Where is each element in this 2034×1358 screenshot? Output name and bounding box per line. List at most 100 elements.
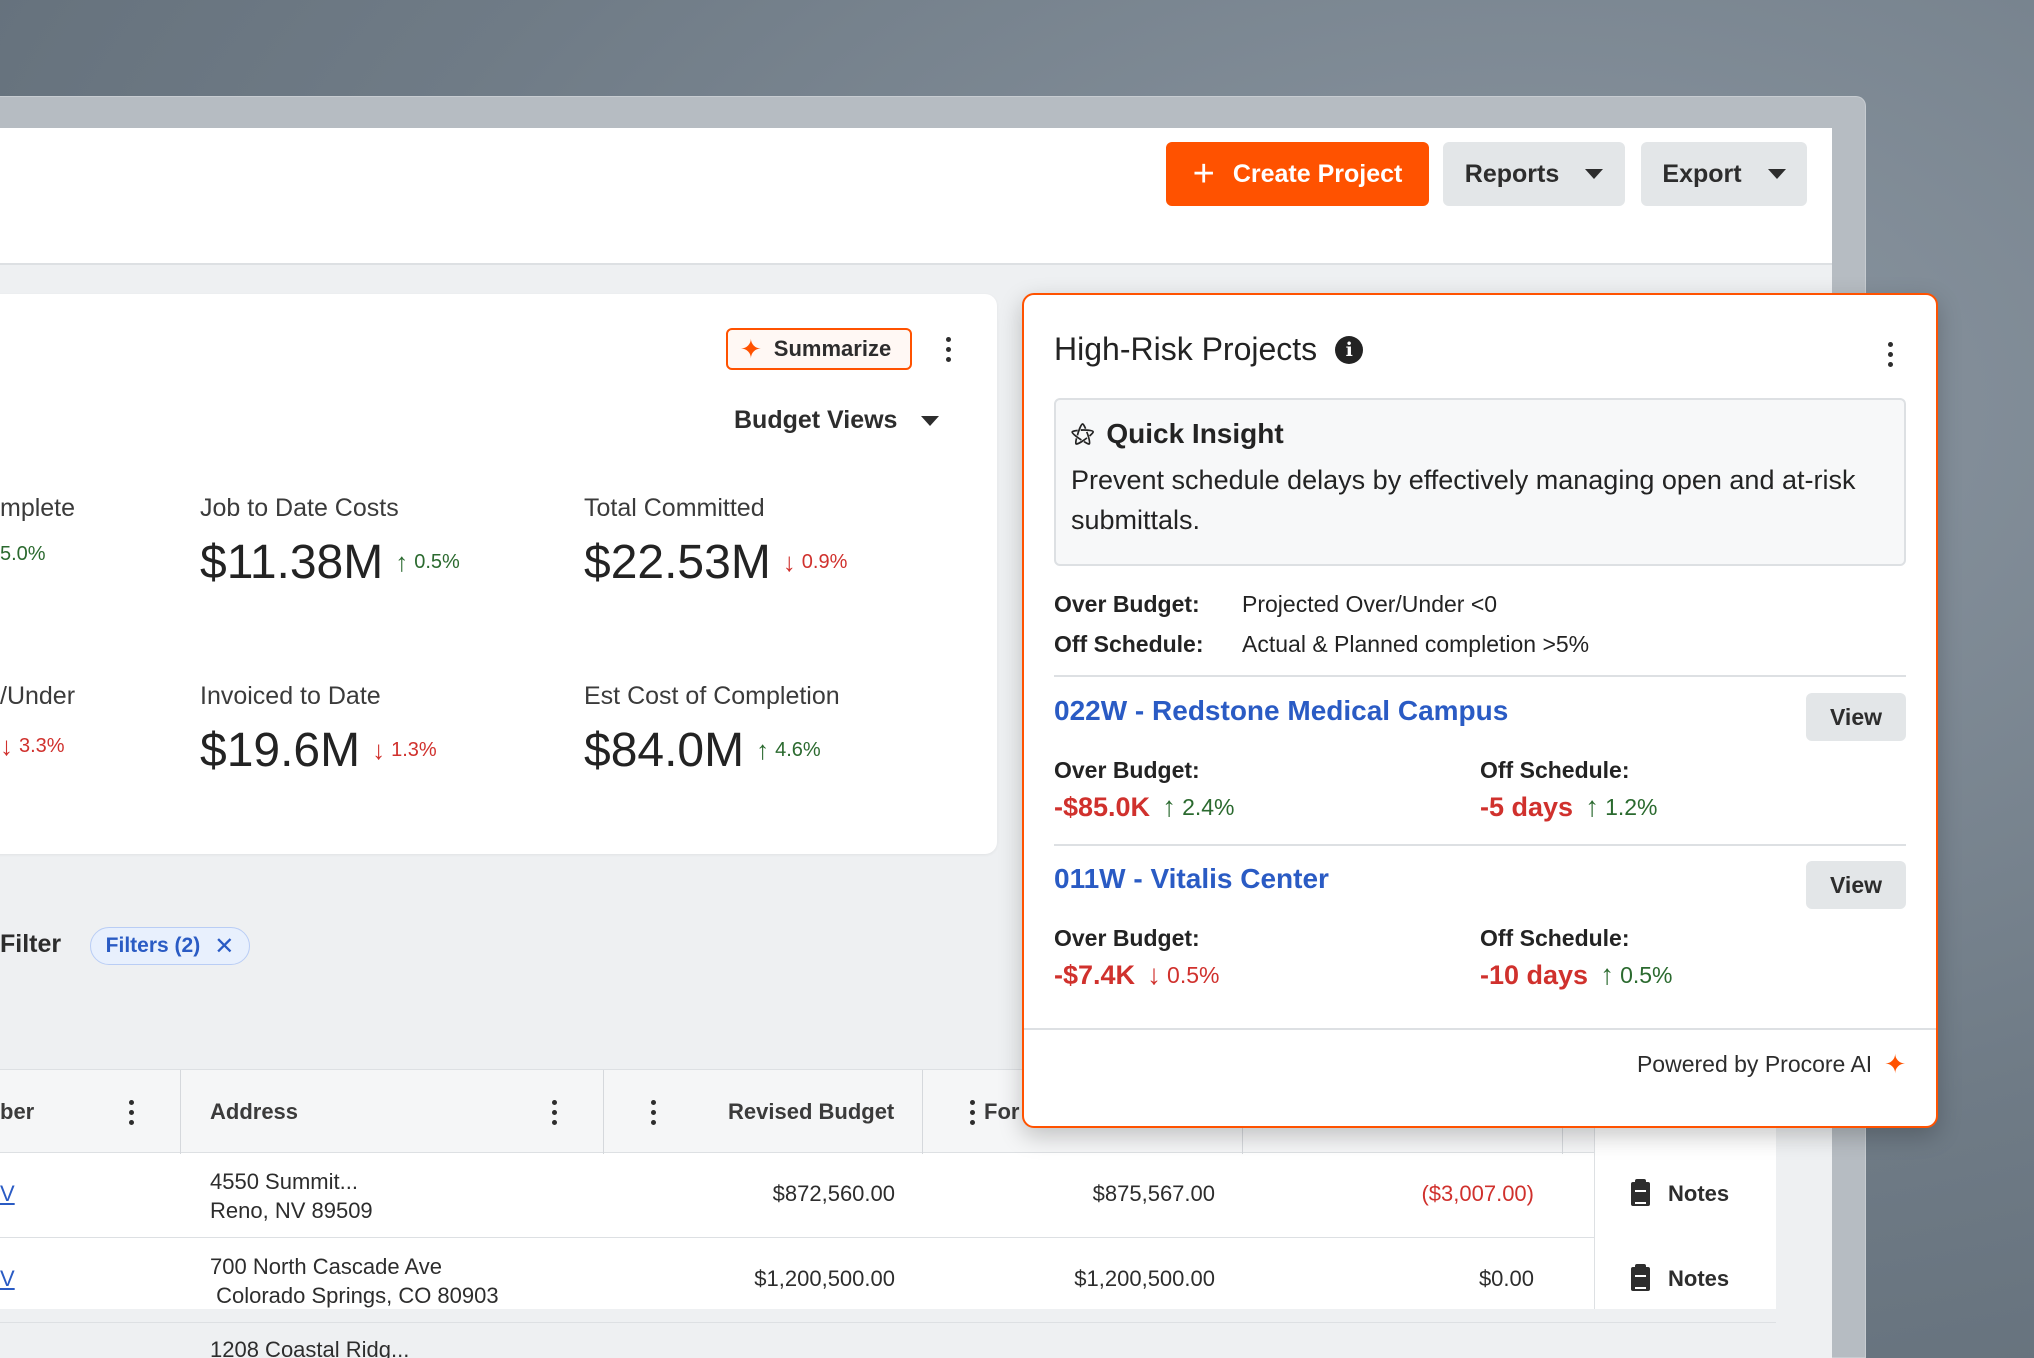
over-budget-stat: -$85.0K ↑ 2.4% bbox=[1054, 791, 1235, 822]
table-row[interactable]: V 700 North Cascade Ave Colorado Springs… bbox=[0, 1238, 1776, 1323]
reports-label: Reports bbox=[1464, 159, 1560, 188]
powered-by-label: Powered by Procore AI ✦ bbox=[1636, 1049, 1906, 1079]
metric-delta: ↑ 4.6% bbox=[756, 735, 821, 765]
metric-value: $19.6M bbox=[200, 724, 361, 777]
metric-label: /Under bbox=[0, 682, 76, 710]
footer-divider bbox=[1024, 1028, 1936, 1030]
off-schedule-label: Off Schedule: bbox=[1480, 757, 1630, 783]
plus-icon: + bbox=[1192, 153, 1215, 195]
project-number-link[interactable]: V bbox=[0, 1266, 15, 1291]
address-cell: 1208 Coastal Ridg... bbox=[210, 1337, 410, 1358]
budget-metrics-card: ✦ Summarize Budget Views mplete 5.0% Job… bbox=[0, 294, 997, 854]
summarize-button[interactable]: ✦ Summarize bbox=[726, 328, 912, 370]
column-header-forecast[interactable]: For bbox=[984, 1099, 1020, 1124]
metric-label: Job to Date Costs bbox=[200, 494, 399, 522]
caret-down-icon bbox=[1585, 169, 1604, 179]
metric-label: Total Committed bbox=[584, 494, 765, 522]
metric-label: Invoiced to Date bbox=[200, 682, 381, 710]
metric-delta: ↓ 3.3% bbox=[0, 731, 65, 761]
divider bbox=[1054, 844, 1906, 846]
create-project-button[interactable]: + Create Project bbox=[1166, 142, 1429, 206]
quick-insight-title: ⚝ Quick Insight bbox=[1071, 418, 1284, 449]
sparkle-icon: ✦ bbox=[740, 334, 762, 364]
metric-label: Est Cost of Completion bbox=[584, 682, 840, 710]
over-budget-label: Over Budget: bbox=[1054, 925, 1200, 951]
criteria-off-schedule: Off Schedule: Actual & Planned completio… bbox=[1054, 631, 1590, 657]
summarize-label: Summarize bbox=[773, 336, 892, 361]
metric-value: $22.53M bbox=[584, 536, 771, 589]
column-menu-kebab-icon[interactable] bbox=[121, 1095, 141, 1129]
project-link-redstone[interactable]: 022W - Redstone Medical Campus bbox=[1054, 695, 1509, 726]
column-header-address[interactable]: Address bbox=[210, 1099, 299, 1124]
magic-wand-icon: ⚝ bbox=[1071, 420, 1095, 447]
project-number-link[interactable]: V bbox=[0, 1181, 15, 1206]
revised-budget-cell: $872,560.00 bbox=[772, 1181, 895, 1206]
panel-menu-kebab-icon[interactable] bbox=[1880, 337, 1900, 371]
info-icon[interactable]: i bbox=[1335, 335, 1364, 364]
table-row[interactable]: V 4550 Summit... Reno, NV 89509 $872,560… bbox=[0, 1153, 1776, 1238]
metric-invoiced-to-date: Invoiced to Date $19.6M ↓ 1.3% bbox=[200, 682, 437, 778]
clipboard-icon bbox=[1631, 1179, 1650, 1206]
export-label: Export bbox=[1662, 159, 1742, 188]
close-icon[interactable]: ✕ bbox=[214, 932, 235, 960]
arrow-up-icon: ↑ bbox=[1585, 791, 1600, 822]
table-row[interactable]: 1208 Coastal Ridg... bbox=[0, 1323, 1776, 1358]
metric-total-committed: Total Committed $22.53M ↓ 0.9% bbox=[584, 494, 847, 590]
metric-value: $84.0M bbox=[584, 724, 745, 777]
filters-chip-label: Filters (2) bbox=[105, 934, 201, 957]
forecast-cell: $875,567.00 bbox=[1092, 1181, 1215, 1206]
metric-value: $11.38M bbox=[200, 536, 384, 589]
view-project-button[interactable]: View bbox=[1806, 861, 1906, 909]
revised-budget-cell: $1,200,500.00 bbox=[754, 1266, 895, 1291]
divider bbox=[1054, 675, 1906, 677]
top-toolbar: + Create Project Reports Export bbox=[0, 128, 1832, 265]
variance-cell: $0.00 bbox=[1478, 1266, 1534, 1291]
column-header-revised-budget[interactable]: Revised Budget bbox=[728, 1099, 895, 1124]
metric-delta: ↓ 0.9% bbox=[782, 547, 848, 577]
address-cell: 4550 Summit... Reno, NV 89509 bbox=[210, 1169, 373, 1223]
create-project-label: Create Project bbox=[1232, 159, 1403, 188]
metric-delta: ↓ 1.3% bbox=[372, 735, 437, 765]
arrow-up-icon: ↑ bbox=[1600, 959, 1615, 990]
high-risk-projects-panel: High-Risk Projects i ⚝ Quick Insight Pre… bbox=[1022, 293, 1938, 1128]
arrow-down-icon: ↓ bbox=[372, 735, 386, 765]
clipboard-icon bbox=[1631, 1264, 1650, 1291]
column-header-number[interactable]: ber bbox=[0, 1099, 35, 1124]
variance-cell: ($3,007.00) bbox=[1421, 1181, 1534, 1206]
notes-button[interactable]: Notes bbox=[1631, 1264, 1729, 1292]
export-dropdown-button[interactable]: Export bbox=[1641, 142, 1807, 206]
quick-insight-box: ⚝ Quick Insight Prevent schedule delays … bbox=[1054, 398, 1906, 566]
address-cell: 700 North Cascade Ave Colorado Springs, … bbox=[210, 1254, 499, 1308]
budget-views-dropdown[interactable]: Budget Views bbox=[734, 406, 940, 435]
arrow-down-icon: ↓ bbox=[782, 547, 796, 577]
forecast-cell: $1,200,500.00 bbox=[1074, 1266, 1215, 1291]
project-link-vitalis[interactable]: 011W - Vitalis Center bbox=[1054, 863, 1329, 894]
filter-button[interactable]: Filter bbox=[0, 930, 62, 958]
metric-label: mplete bbox=[0, 494, 76, 522]
sparkle-icon: ✦ bbox=[1884, 1049, 1906, 1079]
over-budget-label: Over Budget: bbox=[1054, 757, 1200, 783]
quick-insight-text: Prevent schedule delays by effectively m… bbox=[1071, 465, 1856, 535]
metric-delta: ↑ 0.5% bbox=[395, 547, 460, 577]
column-menu-kebab-icon[interactable] bbox=[544, 1095, 564, 1129]
off-schedule-stat: -10 days ↑ 0.5% bbox=[1480, 959, 1673, 990]
caret-down-icon bbox=[1767, 169, 1786, 179]
column-menu-kebab-icon[interactable] bbox=[962, 1095, 982, 1129]
arrow-up-icon: ↑ bbox=[756, 735, 770, 765]
metric-est-cost-of-completion: Est Cost of Completion $84.0M ↑ 4.6% bbox=[584, 682, 840, 778]
notes-button[interactable]: Notes bbox=[1631, 1179, 1729, 1207]
over-budget-stat: -$7.4K ↓ 0.5% bbox=[1054, 959, 1220, 990]
column-menu-kebab-icon[interactable] bbox=[643, 1095, 663, 1129]
arrow-up-icon: ↑ bbox=[395, 547, 409, 577]
caret-down-icon bbox=[921, 415, 940, 426]
arrow-down-icon: ↓ bbox=[1147, 959, 1162, 990]
card-menu-kebab-icon[interactable] bbox=[938, 332, 958, 366]
reports-dropdown-button[interactable]: Reports bbox=[1443, 142, 1625, 206]
view-project-button[interactable]: View bbox=[1806, 693, 1906, 741]
filters-chip[interactable]: Filters (2) ✕ bbox=[90, 927, 250, 965]
criteria-over-budget: Over Budget: Projected Over/Under <0 bbox=[1054, 591, 1498, 617]
metric-job-to-date-costs: Job to Date Costs $11.38M ↑ 0.5% bbox=[200, 494, 460, 590]
off-schedule-stat: -5 days ↑ 1.2% bbox=[1480, 791, 1658, 822]
metric-delta: 5.0% bbox=[0, 543, 46, 565]
arrow-up-icon: ↑ bbox=[1162, 791, 1177, 822]
